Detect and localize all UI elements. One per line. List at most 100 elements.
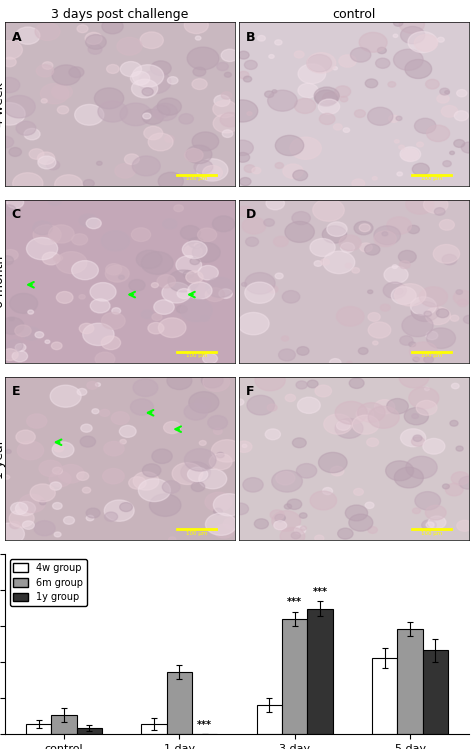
Circle shape	[201, 315, 209, 321]
Circle shape	[441, 106, 458, 117]
Circle shape	[350, 48, 371, 62]
Circle shape	[367, 107, 393, 125]
Circle shape	[128, 476, 146, 489]
Circle shape	[242, 282, 247, 286]
Circle shape	[245, 273, 275, 294]
Circle shape	[55, 175, 82, 195]
Circle shape	[324, 414, 352, 434]
Circle shape	[307, 55, 332, 72]
Circle shape	[343, 128, 350, 133]
Circle shape	[51, 342, 62, 350]
Circle shape	[179, 114, 193, 124]
Title: 3 days post challenge: 3 days post challenge	[51, 8, 188, 21]
Circle shape	[345, 505, 368, 521]
Circle shape	[158, 172, 183, 190]
Circle shape	[22, 521, 34, 530]
Circle shape	[192, 132, 219, 151]
Circle shape	[394, 284, 426, 306]
Circle shape	[238, 51, 249, 59]
Circle shape	[296, 381, 307, 389]
Circle shape	[115, 163, 135, 178]
Circle shape	[453, 291, 473, 305]
Circle shape	[211, 440, 243, 462]
Circle shape	[406, 456, 437, 479]
Circle shape	[422, 520, 436, 530]
Circle shape	[238, 206, 253, 216]
Circle shape	[335, 401, 367, 424]
Circle shape	[151, 61, 171, 76]
Circle shape	[298, 397, 320, 413]
Circle shape	[399, 261, 410, 269]
Circle shape	[246, 237, 259, 246]
Circle shape	[221, 49, 238, 61]
Circle shape	[209, 453, 232, 470]
Circle shape	[195, 36, 201, 40]
Circle shape	[365, 244, 380, 255]
Circle shape	[172, 463, 203, 485]
Circle shape	[367, 438, 379, 446]
Circle shape	[4, 95, 35, 118]
Circle shape	[12, 351, 27, 362]
Circle shape	[42, 61, 53, 70]
Text: 100 μm: 100 μm	[186, 530, 208, 536]
Circle shape	[104, 512, 118, 521]
Circle shape	[221, 91, 232, 99]
Bar	[282, 619, 307, 734]
Circle shape	[7, 196, 24, 208]
Circle shape	[186, 145, 212, 163]
Circle shape	[199, 469, 227, 489]
Circle shape	[193, 67, 206, 76]
Circle shape	[267, 404, 277, 411]
Circle shape	[340, 97, 348, 102]
Circle shape	[58, 464, 84, 483]
Circle shape	[389, 115, 399, 122]
Circle shape	[164, 422, 181, 434]
Circle shape	[144, 127, 163, 140]
Circle shape	[189, 392, 219, 413]
Bar	[77, 728, 102, 734]
Circle shape	[272, 470, 302, 492]
Circle shape	[3, 249, 18, 261]
Circle shape	[426, 331, 438, 340]
Circle shape	[368, 406, 399, 428]
Circle shape	[120, 61, 142, 76]
Y-axis label: 4 week: 4 week	[0, 82, 6, 127]
Circle shape	[212, 216, 235, 231]
Circle shape	[139, 71, 171, 94]
Circle shape	[450, 151, 455, 154]
Circle shape	[75, 104, 104, 125]
Circle shape	[426, 79, 439, 89]
Circle shape	[132, 64, 164, 87]
Circle shape	[130, 71, 150, 85]
Circle shape	[151, 282, 158, 288]
Circle shape	[22, 327, 41, 340]
Circle shape	[412, 413, 419, 419]
Circle shape	[383, 282, 406, 299]
Text: E: E	[12, 385, 20, 398]
Circle shape	[438, 37, 444, 42]
Circle shape	[451, 383, 459, 389]
Circle shape	[272, 90, 277, 93]
Circle shape	[56, 291, 73, 303]
Circle shape	[40, 84, 69, 104]
Circle shape	[275, 273, 283, 279]
Circle shape	[29, 149, 44, 160]
Circle shape	[275, 40, 282, 45]
Circle shape	[15, 325, 31, 336]
Circle shape	[199, 440, 206, 446]
Circle shape	[349, 377, 364, 389]
Circle shape	[375, 58, 390, 68]
Circle shape	[360, 243, 372, 252]
Circle shape	[187, 47, 219, 70]
Circle shape	[456, 290, 463, 294]
Circle shape	[339, 55, 356, 67]
Circle shape	[52, 85, 73, 100]
Circle shape	[174, 204, 183, 212]
Circle shape	[206, 277, 234, 297]
Circle shape	[297, 347, 309, 355]
Circle shape	[0, 103, 25, 125]
Circle shape	[27, 414, 47, 428]
Circle shape	[34, 521, 55, 536]
Circle shape	[439, 219, 455, 230]
Text: C: C	[12, 207, 21, 221]
